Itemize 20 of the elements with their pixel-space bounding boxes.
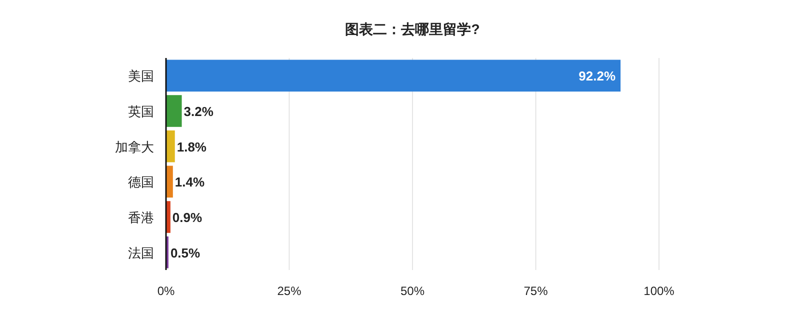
- y-tick-label: 法国: [128, 245, 154, 260]
- bar: [166, 95, 182, 127]
- x-tick-label: 75%: [524, 284, 548, 298]
- x-tick-label: 100%: [644, 284, 675, 298]
- y-tick-label: 德国: [128, 174, 154, 190]
- y-tick-label: 英国: [128, 104, 154, 119]
- y-tick-label: 美国: [128, 68, 154, 84]
- data-label: 1.8%: [176, 139, 207, 154]
- data-label: 1.4%: [174, 174, 205, 190]
- y-tick-label: 加拿大: [115, 139, 154, 154]
- x-tick-label: 50%: [400, 284, 425, 298]
- y-tick-label: 香港: [128, 210, 154, 225]
- data-label: 0.5%: [170, 245, 201, 260]
- data-label: 92.2%: [578, 68, 616, 84]
- chart-title: 图表二：去哪里留学?: [345, 21, 480, 37]
- x-tick-label: 0%: [157, 284, 175, 298]
- data-label: 0.9%: [172, 210, 203, 225]
- x-tick-label: 25%: [277, 284, 302, 298]
- bar: [166, 60, 621, 92]
- data-label: 3.2%: [184, 104, 214, 119]
